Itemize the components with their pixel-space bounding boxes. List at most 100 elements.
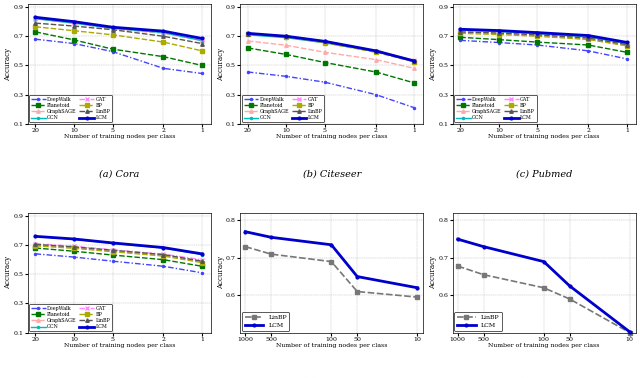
Line: LCM: LCM xyxy=(33,14,205,41)
Planetoid xyxy=(159,257,167,262)
GCN xyxy=(159,246,167,250)
LCM xyxy=(31,234,39,239)
LinBP xyxy=(540,285,548,290)
GAT xyxy=(198,257,206,262)
Legend: LinBP, LCM: LinBP, LCM xyxy=(242,312,289,331)
GraphSAGE xyxy=(198,39,206,43)
LCM xyxy=(159,245,167,250)
DeepWalk xyxy=(244,70,252,74)
GAT xyxy=(159,252,167,256)
BP xyxy=(109,249,116,254)
GCN xyxy=(70,21,78,25)
DeepWalk xyxy=(495,40,502,45)
LCM xyxy=(584,33,592,38)
Y-axis label: Accuracy: Accuracy xyxy=(216,47,225,81)
DeepWalk xyxy=(410,105,418,110)
GCN xyxy=(534,31,541,36)
Line: LinBP: LinBP xyxy=(34,22,204,45)
Y-axis label: Accuracy: Accuracy xyxy=(216,256,225,290)
X-axis label: Number of training nodes per class: Number of training nodes per class xyxy=(488,134,600,139)
LinBP xyxy=(495,31,502,35)
LinBP xyxy=(159,253,167,257)
Line: LCM: LCM xyxy=(243,229,420,291)
GAT xyxy=(456,28,464,32)
LCM xyxy=(566,284,573,288)
Legend: DeepWalk, Planetoid, GraphSAGE, GCN, GAT, BP, LinBP, LCM: DeepWalk, Planetoid, GraphSAGE, GCN, GAT… xyxy=(454,95,537,122)
LCM xyxy=(31,15,39,20)
GraphSAGE xyxy=(244,39,252,43)
Planetoid xyxy=(410,81,418,85)
Planetoid xyxy=(372,70,380,74)
GraphSAGE xyxy=(198,259,206,263)
LCM xyxy=(413,285,421,290)
Line: BP: BP xyxy=(34,244,204,264)
GAT xyxy=(70,244,78,249)
LCM xyxy=(534,30,541,35)
X-axis label: Number of training nodes per class: Number of training nodes per class xyxy=(63,134,175,139)
GCN xyxy=(584,35,592,39)
DeepWalk xyxy=(70,41,78,46)
Planetoid xyxy=(70,249,78,254)
Line: DeepWalk: DeepWalk xyxy=(33,252,204,275)
LCM xyxy=(328,243,335,247)
GCN xyxy=(109,26,116,31)
BP xyxy=(70,28,78,33)
GCN xyxy=(410,59,418,64)
BP xyxy=(198,49,206,53)
Y-axis label: Accuracy: Accuracy xyxy=(429,256,437,290)
GAT xyxy=(244,31,252,36)
GraphSAGE xyxy=(456,29,464,34)
LCM xyxy=(198,252,206,256)
GAT xyxy=(283,34,291,39)
Line: BP: BP xyxy=(246,33,416,64)
LCM xyxy=(456,27,464,31)
BP xyxy=(456,31,464,36)
Line: DeepWalk: DeepWalk xyxy=(33,37,204,76)
LinBP xyxy=(534,33,541,37)
X-axis label: Number of training nodes per class: Number of training nodes per class xyxy=(276,343,388,348)
Planetoid xyxy=(534,40,541,44)
DeepWalk xyxy=(321,80,329,85)
LinBP xyxy=(241,245,249,249)
LCM xyxy=(283,34,291,39)
GAT xyxy=(495,29,502,33)
Line: GraphSAGE: GraphSAGE xyxy=(246,39,416,70)
GAT xyxy=(321,40,329,44)
DeepWalk xyxy=(159,66,167,71)
LCM xyxy=(268,235,275,240)
X-axis label: Number of training nodes per class: Number of training nodes per class xyxy=(276,134,388,139)
LinBP xyxy=(31,242,39,247)
BP xyxy=(623,43,630,48)
Y-axis label: Accuracy: Accuracy xyxy=(4,256,12,290)
LinBP xyxy=(109,28,116,32)
Line: DeepWalk: DeepWalk xyxy=(458,38,629,61)
Line: GCN: GCN xyxy=(33,17,204,43)
Line: DeepWalk: DeepWalk xyxy=(246,70,417,110)
GraphSAGE xyxy=(159,253,167,257)
GCN xyxy=(244,33,252,37)
Line: GCN: GCN xyxy=(33,234,204,257)
DeepWalk xyxy=(109,49,116,54)
GCN xyxy=(623,41,630,46)
LinBP xyxy=(456,29,464,34)
DeepWalk xyxy=(623,57,630,61)
GraphSAGE xyxy=(321,50,329,54)
BP xyxy=(244,32,252,36)
Planetoid xyxy=(623,50,630,54)
GraphSAGE xyxy=(109,27,116,31)
Planetoid xyxy=(456,35,464,40)
LinBP xyxy=(283,34,291,39)
Line: GraphSAGE: GraphSAGE xyxy=(34,243,204,263)
BP xyxy=(321,40,329,45)
Line: Planetoid: Planetoid xyxy=(459,36,628,54)
GCN xyxy=(198,39,206,43)
LCM xyxy=(70,237,78,241)
GAT xyxy=(584,34,592,39)
BP xyxy=(109,33,116,37)
BP xyxy=(372,50,380,54)
Legend: DeepWalk, Planetoid, GraphSAGE, GCN, GAT, BP, LinBP, LCM: DeepWalk, Planetoid, GraphSAGE, GCN, GAT… xyxy=(29,304,112,331)
X-axis label: Number of training nodes per class: Number of training nodes per class xyxy=(488,343,600,348)
LCM xyxy=(198,36,206,41)
Planetoid xyxy=(159,54,167,59)
Planetoid xyxy=(495,37,502,42)
